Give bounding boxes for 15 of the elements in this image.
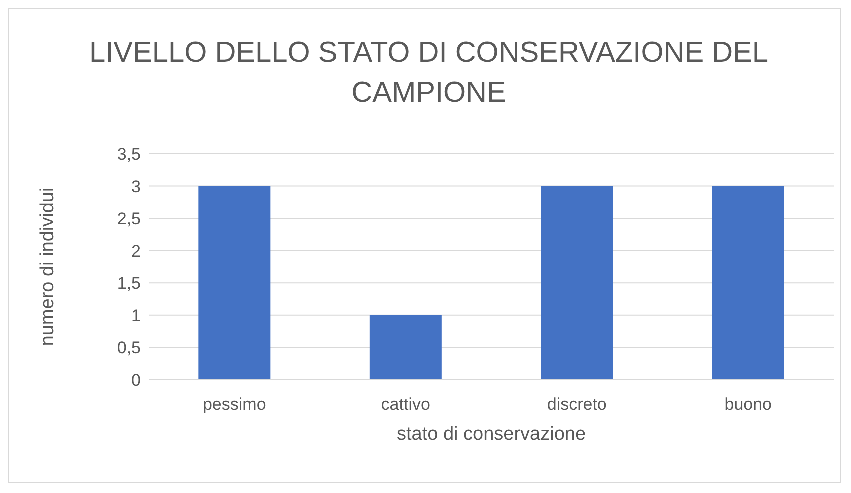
y-tick-label: 3 <box>132 177 141 196</box>
y-tick-label: 3,5 <box>117 145 141 164</box>
x-tick-label: cattivo <box>381 395 430 414</box>
x-axis-title: stato di conservazione <box>396 424 586 445</box>
x-tick-label: pessimo <box>202 395 266 414</box>
y-tick-label: 0 <box>132 371 141 390</box>
y-tick-label: 2,5 <box>117 210 141 229</box>
y-tick-label: 2 <box>132 242 141 261</box>
y-tick-label: 1 <box>132 306 141 326</box>
y-tick-label: 1,5 <box>117 274 141 294</box>
x-tick-label: discreto <box>547 395 607 414</box>
y-axis-title: numero di individui <box>38 188 59 346</box>
chart-title: LIVELLO DELLO STATO DI CONSERVAZIONE DEL CAMPIONE <box>88 36 770 111</box>
y-tick-label: 0,5 <box>117 338 141 358</box>
x-tick-label: buono <box>724 395 772 414</box>
